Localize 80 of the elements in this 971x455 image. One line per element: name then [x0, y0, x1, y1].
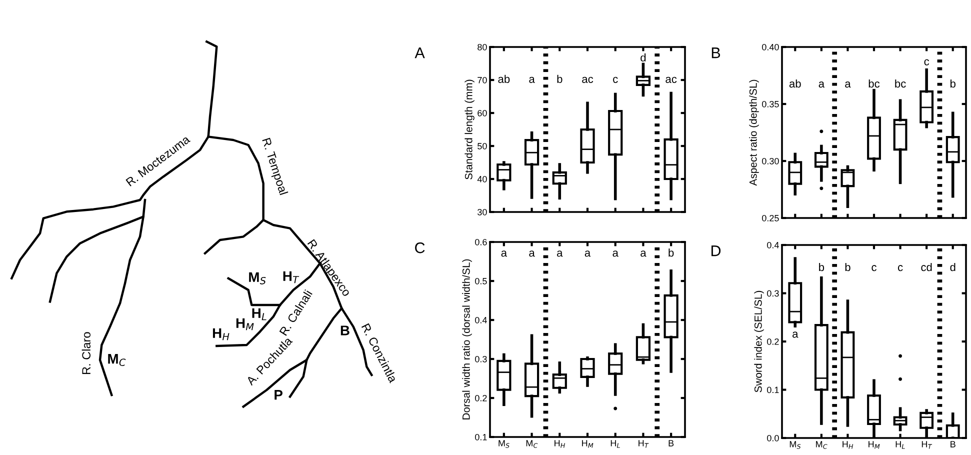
y-axis-title: Standard length (mm) [464, 80, 474, 180]
annotation: a [584, 250, 591, 257]
annotation: a [792, 332, 798, 338]
annotation: a [612, 250, 618, 257]
chart-title: D [711, 246, 721, 256]
x-tick-label: H$_{M}$ [582, 440, 594, 448]
annotation: ab [789, 79, 801, 88]
y-tick-label: 0.5 [475, 278, 487, 284]
x-tick-label: H$_{H}$ [842, 441, 854, 449]
annotation: ac [582, 76, 594, 83]
text: M$_{C}$ [108, 354, 126, 366]
y-tick-label: 0.0 [767, 434, 779, 442]
annotation: a [529, 76, 535, 83]
y-tick-label: 0.2 [475, 394, 487, 402]
y-tick-label: 80 [478, 44, 487, 50]
x-tick-label: M$_{C}$ [816, 441, 828, 449]
annotation: a [557, 250, 563, 257]
y-tick-label: 50 [478, 142, 487, 150]
annotation: b [845, 262, 850, 272]
annotation: a [640, 250, 646, 257]
y-axis-title: Sword index (SEL/SL) [754, 290, 764, 392]
text: H$_{H}$ [212, 328, 230, 340]
y-tick-label: 40 [477, 176, 487, 182]
x-tick-label: M$_{C}$ [526, 440, 538, 448]
annotation: cd [921, 262, 932, 272]
annotation: a [845, 82, 851, 88]
x-tick-label: H$_{T}$ [638, 440, 649, 448]
annotation: b [819, 262, 824, 272]
y-tick-label: 0.1 [767, 386, 779, 394]
y-axis-title: Dorsal width ratio (dorsal width/SL) [462, 259, 472, 420]
annotation: b [950, 79, 956, 88]
annotation: b [557, 74, 562, 83]
annotation: bc [868, 79, 880, 88]
annotation: c [898, 265, 903, 272]
text: B [340, 326, 350, 336]
x-tick-label: H$_{H}$ [554, 440, 566, 448]
annotation: ac [666, 76, 677, 83]
y-tick-label: 70 [478, 76, 487, 84]
y-tick-label: 0.4 [475, 316, 487, 324]
y-tick-label: 0.3 [767, 290, 779, 297]
y-tick-label: 30 [478, 208, 487, 216]
annotation: bc [895, 79, 906, 88]
text: H$_{L}$ [252, 308, 266, 320]
annotation: c [613, 76, 618, 83]
annotation: a [818, 82, 825, 88]
annotation: c [872, 265, 876, 272]
x-tick-label: H$_{M}$ [868, 441, 880, 449]
y-tick-label: 0.40 [762, 44, 779, 50]
text: R. Claro [82, 332, 90, 374]
annotation: d [640, 53, 646, 62]
x-tick-label: M$_{S}$ [498, 440, 510, 448]
y-tick-label: 60 [478, 110, 487, 116]
text: H$_{T}$ [283, 271, 300, 284]
text: M$_{S}$ [249, 272, 266, 284]
annotation: a [529, 250, 535, 257]
x-tick-label: B [950, 441, 956, 448]
annotation: d [950, 262, 956, 272]
y-tick-label: 0.30 [762, 158, 779, 164]
chart-title: B [712, 48, 720, 58]
y-tick-label: 0.2 [767, 338, 779, 345]
annotation: ab [498, 74, 510, 83]
y-tick-label: 0.35 [762, 100, 779, 108]
y-tick-label: 0.1 [475, 434, 487, 440]
text: P [274, 390, 282, 400]
y-tick-label: 0.25 [762, 214, 779, 222]
y-tick-label: 0.6 [475, 238, 487, 246]
x-tick-label: H$_{T}$ [922, 441, 932, 449]
annotation: b [668, 248, 674, 257]
y-tick-label: 0.3 [475, 356, 487, 362]
chart-title: A [414, 48, 425, 58]
y-tick-label: 0.4 [767, 242, 779, 248]
x-tick-label: M$_{S}$ [790, 441, 801, 449]
x-tick-label: H$_{L}$ [896, 441, 905, 449]
x-tick-label: B [668, 440, 674, 446]
text: H$_{M}$ [236, 318, 254, 330]
annotation: a [501, 250, 508, 257]
annotation: c [924, 59, 930, 66]
y-axis-title: Aspect ratio (depth/SL) [749, 80, 759, 186]
chart-title: C [415, 242, 425, 254]
x-tick-label: H$_{L}$ [610, 440, 620, 448]
